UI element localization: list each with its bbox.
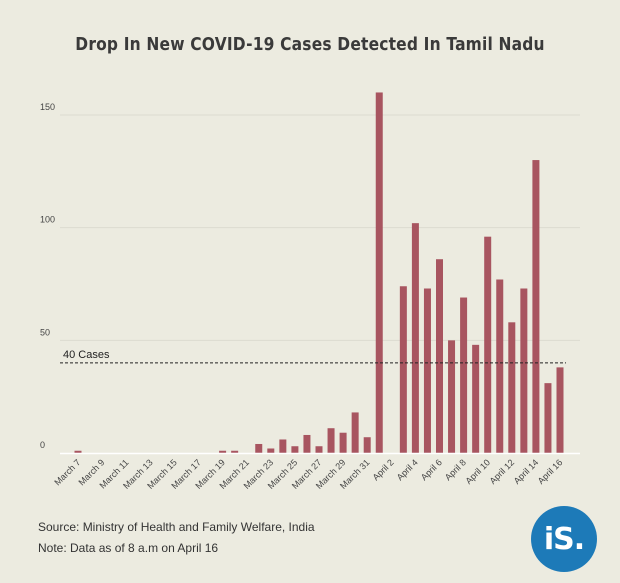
y-tick-label: 50 bbox=[40, 327, 50, 337]
bar bbox=[460, 297, 468, 453]
bars bbox=[74, 92, 564, 454]
bar bbox=[74, 450, 82, 453]
bar bbox=[267, 448, 275, 453]
bar bbox=[532, 160, 540, 454]
y-tick-label: 0 bbox=[40, 440, 45, 450]
bar bbox=[508, 322, 516, 453]
y-tick-label: 150 bbox=[40, 102, 55, 112]
y-tick-label: 100 bbox=[40, 215, 55, 225]
bar bbox=[448, 340, 456, 453]
bar bbox=[496, 279, 504, 453]
brand-logo-text: iS. bbox=[543, 521, 585, 557]
bar bbox=[303, 434, 311, 453]
bar bbox=[544, 383, 552, 453]
reference-line-label: 40 Cases bbox=[63, 349, 110, 361]
bar bbox=[279, 439, 287, 453]
brand-logo: iS. bbox=[531, 506, 597, 572]
bar bbox=[327, 428, 335, 453]
bar bbox=[231, 450, 239, 453]
bar bbox=[520, 288, 528, 453]
bar bbox=[315, 446, 323, 453]
bar bbox=[423, 288, 431, 453]
chart-title: Drop In New COVID-19 Cases Detected In T… bbox=[75, 34, 545, 55]
bar bbox=[339, 432, 347, 453]
bar bbox=[291, 446, 299, 453]
reference-line-group: 40 Cases bbox=[60, 349, 566, 364]
x-tick-label: April 14 bbox=[512, 457, 541, 486]
bar bbox=[411, 223, 419, 453]
x-tick-label: April 16 bbox=[536, 457, 565, 486]
x-tick-label: April 12 bbox=[488, 457, 517, 486]
bar bbox=[219, 450, 227, 453]
bar bbox=[472, 344, 480, 453]
x-tick-label: April 4 bbox=[395, 457, 420, 482]
bar bbox=[375, 92, 383, 453]
data-note: Note: Data as of 8 a.m on April 16 bbox=[38, 541, 219, 555]
grid-lines bbox=[60, 114, 580, 341]
bar bbox=[399, 286, 407, 453]
bar bbox=[351, 412, 359, 453]
x-tick-label: April 2 bbox=[371, 457, 396, 482]
x-tick-label: April 6 bbox=[419, 457, 444, 482]
bar bbox=[484, 236, 492, 453]
x-tick-label: April 10 bbox=[463, 457, 492, 486]
source-note: Source: Ministry of Health and Family We… bbox=[38, 520, 315, 534]
bar bbox=[436, 259, 443, 453]
bar bbox=[556, 367, 564, 453]
bar bbox=[363, 437, 371, 453]
bar bbox=[255, 443, 263, 453]
